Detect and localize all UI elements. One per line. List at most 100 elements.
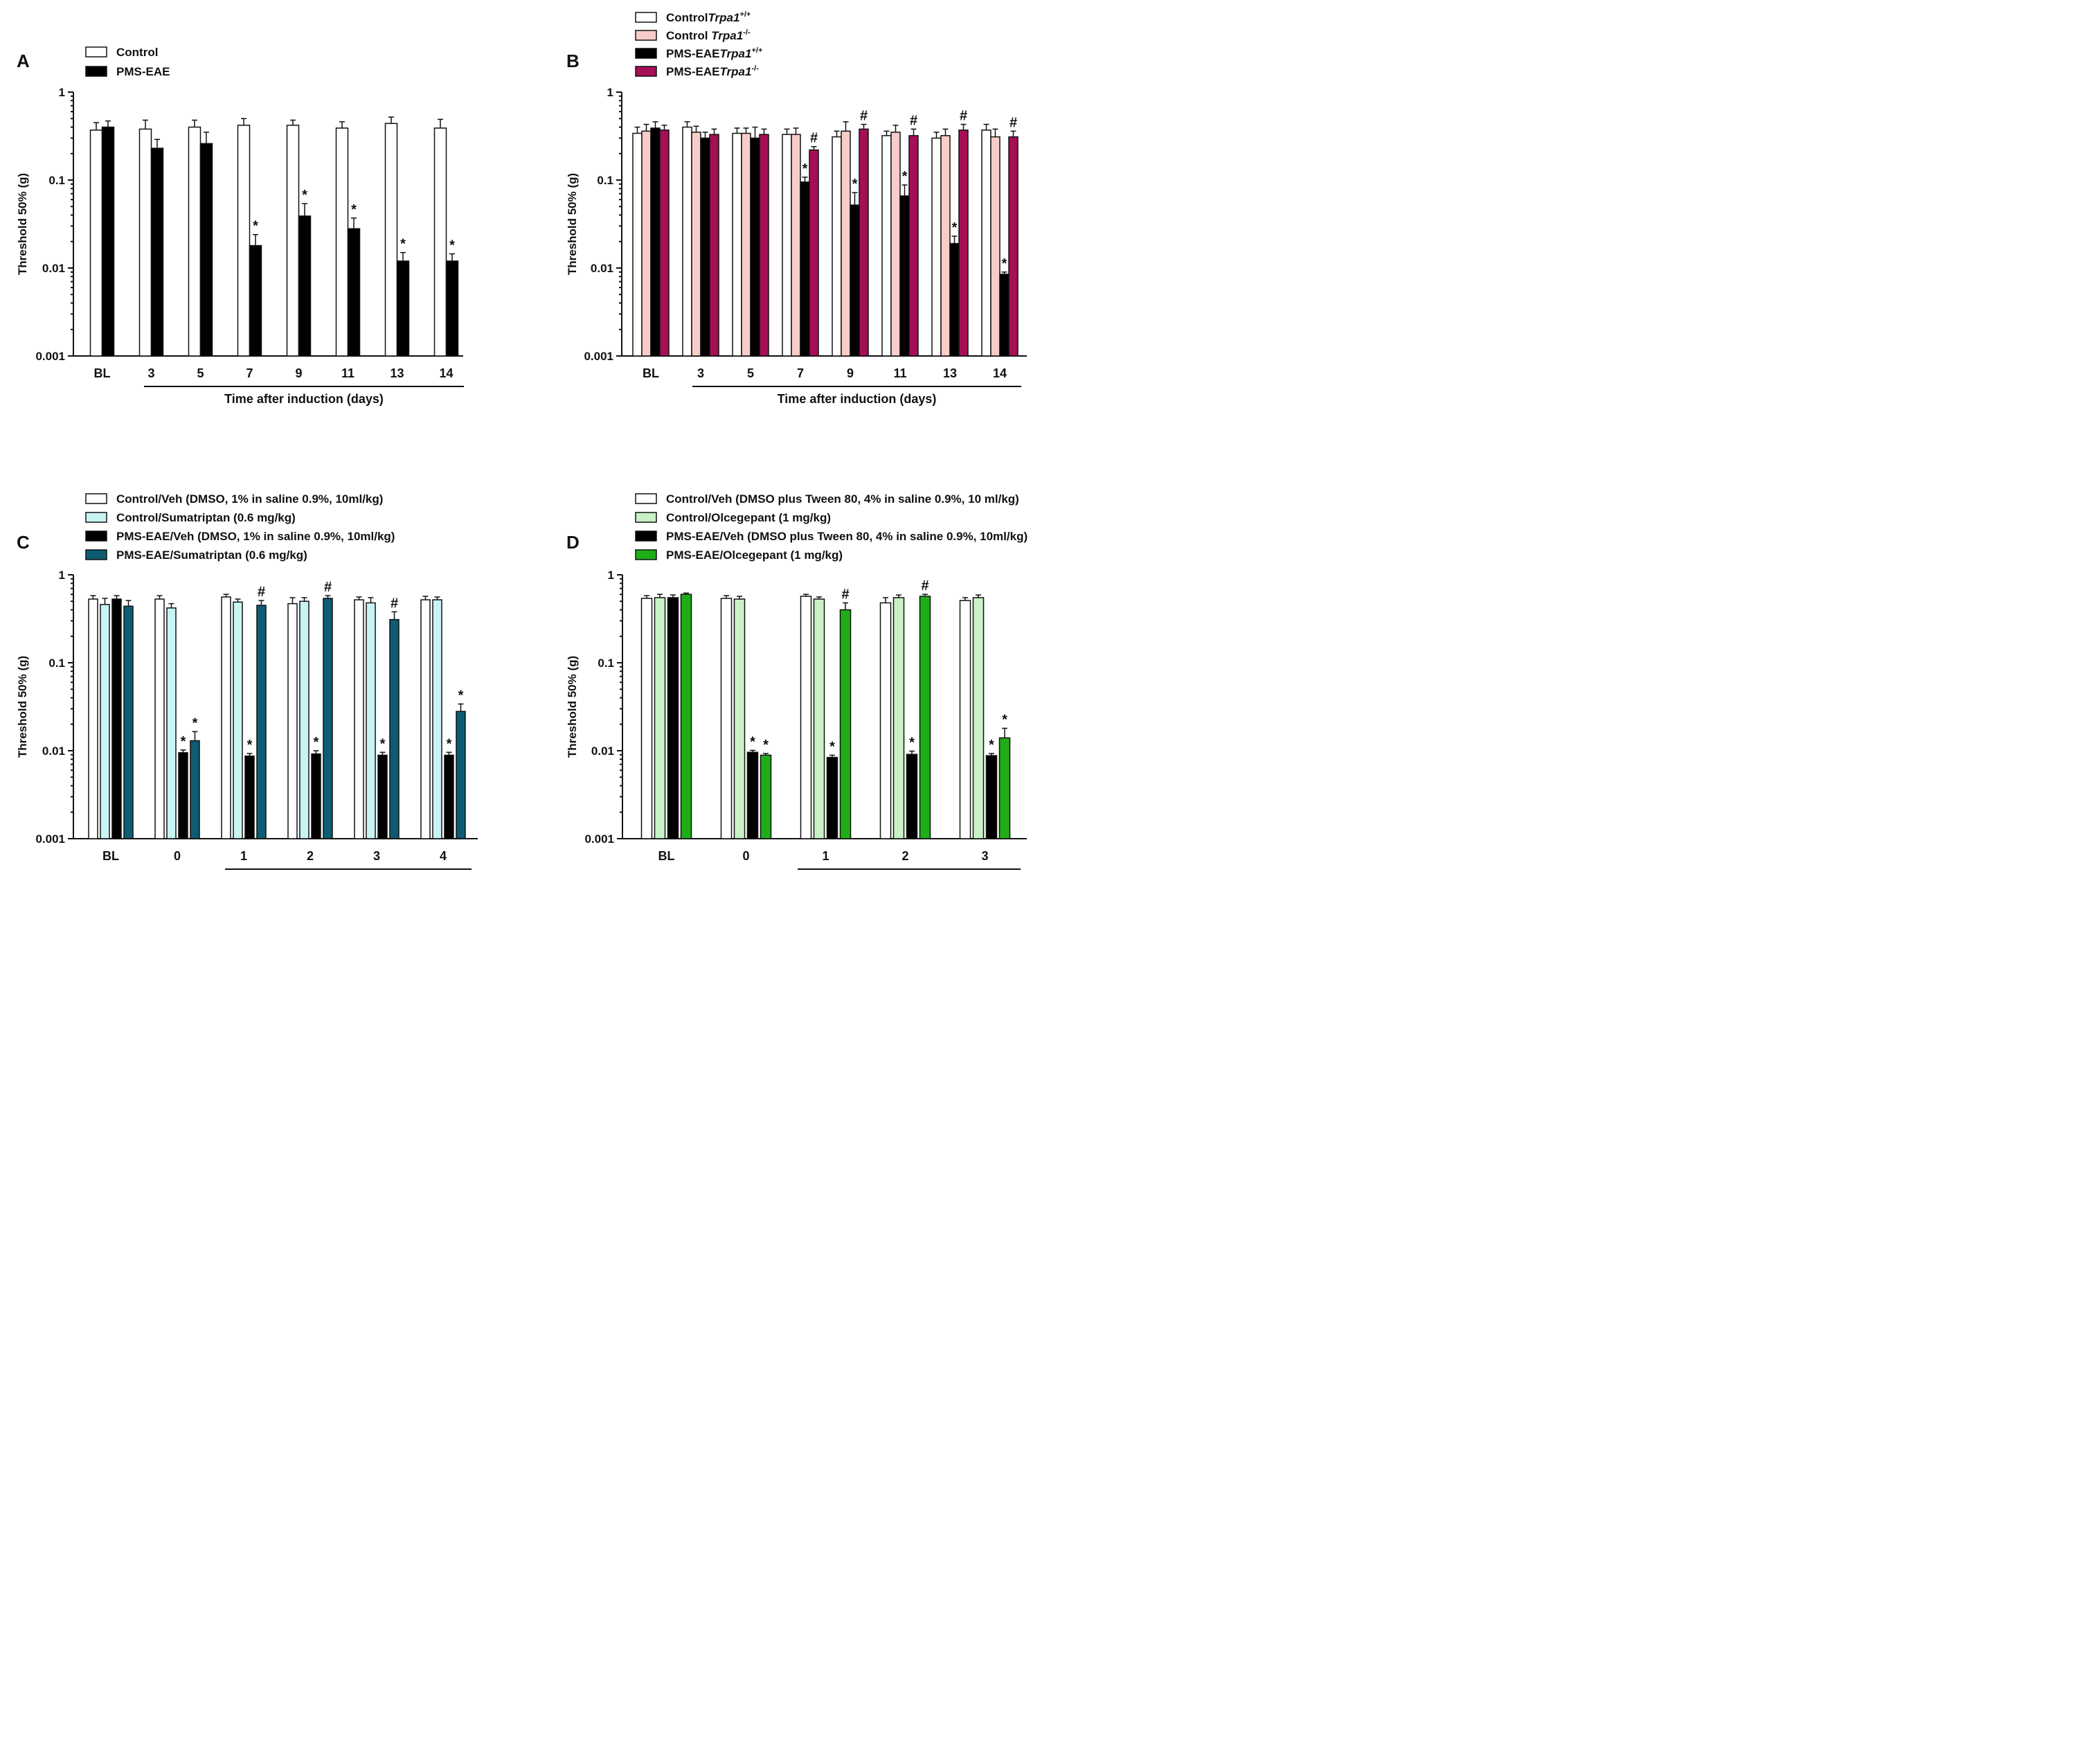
y-tick-label: 0.001: [35, 832, 65, 846]
y-axis-label: Threshold 50% (g): [566, 173, 579, 275]
bar-d-s1-2: [879, 602, 892, 839]
bar-c-s2-2: [299, 600, 309, 839]
bar-d-s2-2: [892, 597, 905, 839]
legend-entry: PMS-EAE/Veh (DMSO plus Tween 80, 4% in s…: [666, 530, 1027, 543]
bar-c-s1-1: [221, 596, 231, 839]
legend-swatch: [85, 46, 107, 57]
legend-entry: Control/Sumatriptan (0.6 mg/kg): [116, 511, 296, 524]
bar-d-s4-0: [760, 754, 772, 839]
bar-a-s1-9: [286, 125, 300, 357]
legend-entry: PMS-EAETrpa1-/-: [666, 64, 759, 78]
panel-c-chart: C 1 0.1 0.01 0.001 Threshold 50% (g) BL * * 0 * #1 *…: [16, 492, 478, 870]
bar-d-s1-1: [800, 596, 812, 839]
legend-entry: PMS-EAETrpa1+/+: [666, 46, 762, 60]
x-tick-label: 13: [390, 366, 404, 380]
legend-swatch: [635, 549, 657, 560]
bar-c-s4-3: [389, 618, 400, 839]
x-tick-label: BL: [94, 366, 111, 380]
significance-hash: #: [1009, 115, 1017, 130]
legend-swatch: [85, 549, 107, 560]
bar-b-s2-14: [990, 136, 1000, 357]
panel-letter-b: B: [566, 51, 580, 71]
bar-b-s4-BL: [659, 130, 670, 357]
bar-b-s1-5: [732, 132, 742, 357]
bar-a-s1-BL: [89, 130, 103, 357]
bar-c-s3-2: [311, 753, 321, 839]
significance-asterisk: *: [989, 738, 994, 753]
significance-asterisk: *: [802, 161, 808, 177]
panel-a-chart: A 1 0.1 0.01 0.001 Threshold 50% (g) BL 3 5 * 7 * 9 *…: [16, 46, 464, 406]
y-tick-label: 0.01: [42, 262, 65, 275]
bar-c-s3-1: [244, 755, 255, 839]
bar-b-s4-9: [859, 128, 869, 357]
y-tick-label: 0.01: [42, 744, 65, 758]
significance-asterisk: *: [181, 734, 186, 749]
legend-swatch: [635, 493, 657, 504]
y-tick-label: 1: [608, 569, 614, 582]
significance-hash: #: [860, 109, 868, 124]
legend-swatch: [85, 493, 107, 504]
x-tick-label: 3: [981, 849, 988, 863]
bar-c-s2-3: [366, 602, 376, 839]
x-tick-label: 13: [943, 366, 957, 380]
bar-b-s1-14: [981, 130, 991, 357]
y-tick-label: 0.001: [35, 350, 65, 363]
significance-asterisk: *: [302, 188, 307, 203]
panel-letter-a: A: [17, 51, 30, 71]
significance-asterisk: *: [351, 202, 357, 217]
y-axis-label: Threshold 50% (g): [16, 173, 29, 275]
bar-b-s3-3: [700, 137, 710, 357]
significance-hash: #: [391, 596, 398, 611]
x-tick-label: 5: [197, 366, 204, 380]
bar-d-s2-BL: [654, 597, 666, 839]
bar-d-s4-1: [839, 609, 852, 839]
legend-entry: PMS-EAE/Sumatriptan (0.6 mg/kg): [116, 549, 307, 562]
bar-a-s1-13: [384, 123, 398, 357]
bar-b-s2-9: [841, 130, 851, 357]
significance-asterisk: *: [763, 738, 769, 753]
significance-hash: #: [921, 578, 928, 594]
y-axis-label: Threshold 50% (g): [566, 656, 579, 758]
bar-c-s2-0: [166, 607, 177, 839]
bar-c-s1-4: [420, 599, 431, 839]
bar-a-s2-9: [298, 215, 312, 357]
significance-asterisk: *: [952, 220, 958, 235]
significance-hash: #: [841, 587, 849, 602]
y-tick-label: 0.1: [48, 657, 65, 670]
x-tick-label: 11: [893, 366, 906, 380]
bar-b-s1-BL: [632, 132, 643, 357]
legend-swatch: [85, 66, 107, 77]
bar-d-s1-0: [720, 598, 733, 839]
y-tick-label: 0.001: [584, 350, 613, 363]
legend-entry: ControlTrpa1+/+: [666, 10, 751, 24]
significance-asterisk: *: [829, 739, 835, 754]
legend-swatch: [635, 530, 657, 542]
panel-letter-c: C: [17, 532, 30, 553]
legend-entry: Control: [116, 46, 158, 59]
x-tick-label: 5: [747, 366, 754, 380]
bar-a-s1-14: [433, 127, 447, 357]
significance-asterisk: *: [380, 736, 386, 751]
bar-b-s3-BL: [650, 127, 661, 357]
panel-letter-d: D: [566, 532, 580, 553]
bar-b-s3-7: [800, 181, 810, 357]
panel-d-chart: D 1 0.1 0.01 0.001 Threshold 50% (g) BL * * 0 * #1 *…: [566, 492, 1027, 870]
x-tick-label: 3: [697, 366, 704, 380]
bar-d-s3-2: [906, 753, 918, 839]
significance-asterisk: *: [400, 237, 406, 252]
significance-asterisk: *: [253, 219, 258, 234]
figure-canvas: A 1 0.1 0.01 0.001 Threshold 50% (g) BL 3 5 * 7 * 9 *…: [16, 10, 1027, 870]
bar-d-s1-3: [959, 600, 971, 839]
x-axis-label: Time after induction (days): [224, 392, 384, 406]
significance-asterisk: *: [192, 715, 198, 731]
bar-d-s2-3: [972, 597, 985, 839]
bar-c-s2-1: [233, 601, 243, 839]
legend-entry: Control Trpa1-/-: [666, 28, 751, 42]
legend-entry: PMS-EAE/Veh (DMSO, 1% in saline 0.9%, 10…: [116, 530, 395, 543]
bar-b-s4-5: [759, 134, 769, 357]
x-tick-label: 1: [240, 849, 247, 863]
bar-b-s2-BL: [641, 130, 652, 357]
legend-swatch: [635, 512, 657, 523]
bar-b-s2-11: [890, 132, 901, 357]
bar-b-s3-9: [850, 204, 860, 357]
